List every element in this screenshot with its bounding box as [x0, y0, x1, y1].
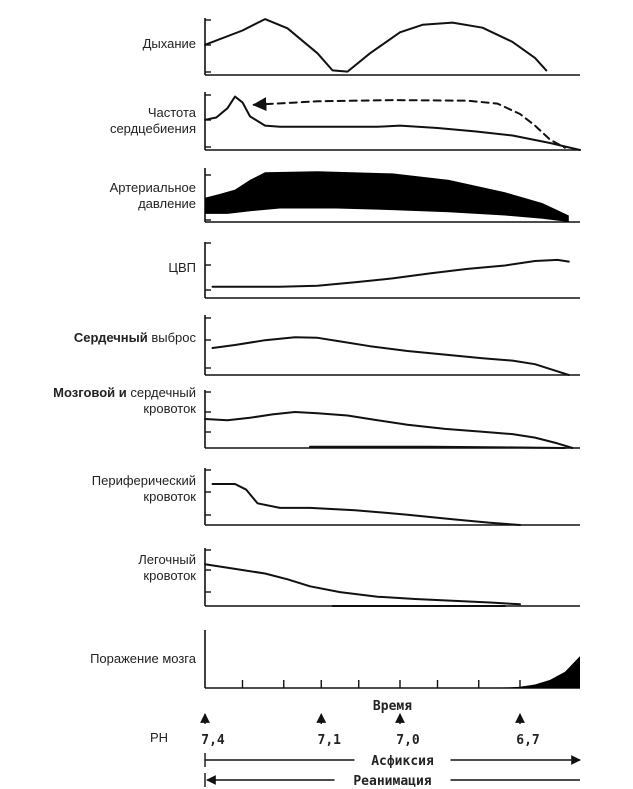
ph-tick-label-1: 7,1 [318, 733, 342, 748]
arrow-label-0: Асфиксия [371, 754, 434, 769]
series-heart_rate-1 [252, 97, 566, 149]
series-arterial_pressure-0 [205, 171, 569, 222]
series-brain_heart_flow-0 [204, 411, 574, 449]
panel-label-brain_heart_flow-0: Мозговой и сердечный [53, 385, 196, 400]
panel-cvp: ЦВП [168, 242, 580, 299]
ph-tick-label-3: 6,7 [516, 733, 539, 748]
panel-label-peripheral_flow-1: кровоток [143, 489, 196, 504]
series-cvp-0 [211, 258, 570, 288]
series-brain_damage-0 [497, 656, 580, 688]
series-cardiac_output-0 [211, 336, 570, 376]
panel-label-pulmonary_flow-1: кровоток [143, 568, 196, 583]
series-breathing-0 [204, 18, 548, 73]
series-brain_heart_flow-1 [309, 445, 566, 449]
ph-tick-label-2: 7,0 [396, 733, 420, 748]
series-heart_rate-0 [204, 95, 581, 151]
ph-tick-label-0: 7,4 [201, 733, 225, 748]
panel-breathing: Дыхание [143, 18, 580, 76]
series-pulmonary_flow-0 [204, 563, 521, 606]
ph-label: PH [150, 730, 168, 745]
panel-label-cardiac_output-0: Сердечный выброс [74, 330, 197, 345]
panel-label-peripheral_flow-0: Периферический [92, 473, 196, 488]
panel-cardiac_output: Сердечный выброс [74, 315, 580, 376]
panel-label-brain_damage-0: Поражение мозга [90, 651, 197, 666]
panel-brain_damage: Поражение мозга [90, 630, 580, 689]
panel-label-pulmonary_flow-0: Легочный [138, 552, 196, 567]
panel-label-cvp-0: ЦВП [168, 260, 196, 275]
panel-label-arterial_pressure-1: давление [138, 196, 196, 211]
series-peripheral_flow-0 [211, 483, 521, 526]
panel-label-breathing-0: Дыхание [143, 36, 196, 51]
panel-label-heart_rate-1: сердцебиения [110, 121, 196, 136]
arrow-label-1: Реанимация [353, 774, 431, 789]
panel-label-heart_rate-0: Частота [148, 105, 197, 120]
panel-label-arterial_pressure-0: Артериальное [110, 180, 196, 195]
x-axis-label: Время [373, 699, 412, 714]
panel-label-brain_heart_flow-1: кровоток [143, 401, 196, 416]
